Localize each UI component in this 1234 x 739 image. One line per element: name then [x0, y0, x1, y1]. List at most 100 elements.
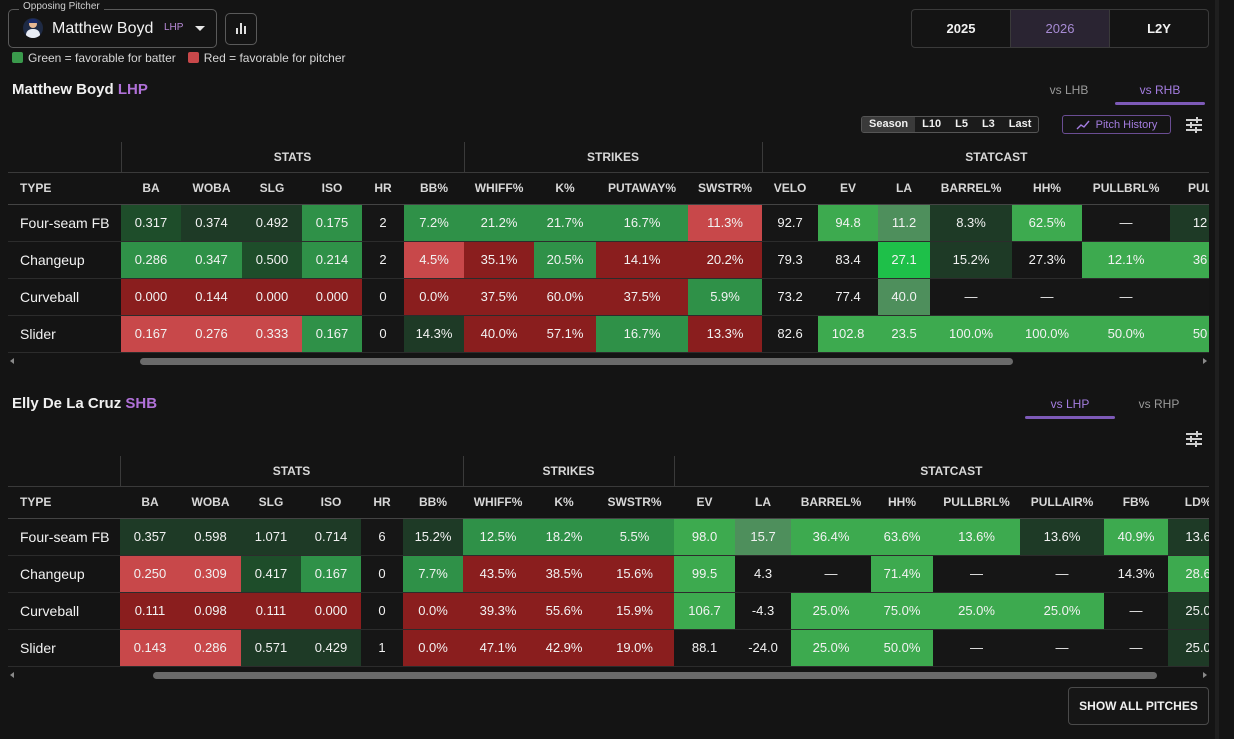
- column-header[interactable]: HR: [362, 172, 404, 205]
- scroll-left-icon[interactable]: [10, 358, 14, 364]
- stat-cell: 37.5%: [596, 278, 689, 316]
- range-l5[interactable]: L5: [955, 118, 968, 130]
- stat-cell: 0.167: [302, 315, 362, 353]
- tab-vs-lhp[interactable]: vs LHP: [1050, 397, 1090, 411]
- stat-cell: 75.0%: [871, 592, 934, 630]
- column-header[interactable]: EV: [818, 172, 879, 205]
- table-row: Four-seam FB 0.317 0.374 0.492 0.175 2 7.2% 21.…: [8, 204, 1209, 242]
- bar-chart-button[interactable]: [225, 13, 257, 45]
- column-header[interactable]: PULLBRL%: [1082, 172, 1171, 205]
- stat-cell: 14.3%: [404, 315, 465, 353]
- range-l3[interactable]: L3: [981, 118, 995, 130]
- red-swatch: [187, 52, 199, 63]
- column-header[interactable]: FB%: [1104, 486, 1169, 519]
- column-header[interactable]: BA: [121, 172, 181, 205]
- show-all-pitches-button[interactable]: SHOW ALL PITCHES: [1068, 687, 1209, 725]
- pitcher-table-container: STATS STRIKES STATCAST TYPE BA WOBA SLG ISO HR BB…: [8, 142, 1209, 354]
- column-header[interactable]: SLG: [242, 172, 302, 205]
- stat-cell: —: [930, 278, 1013, 316]
- table-row: Changeup 0.250 0.309 0.417 0.167 0 7.7% 43.5% 38…: [8, 555, 1209, 593]
- tab-vs-rhp[interactable]: vs RHP: [1138, 397, 1180, 411]
- scroll-right-icon[interactable]: [1203, 358, 1207, 364]
- column-header[interactable]: TYPE: [8, 486, 120, 519]
- stat-cell: 38.5%: [533, 555, 596, 593]
- column-header[interactable]: PULLBRL%: [933, 486, 1021, 519]
- stat-cell: 79.3: [762, 241, 819, 279]
- column-header[interactable]: TYPE: [8, 172, 121, 205]
- column-header[interactable]: HH%: [1012, 172, 1083, 205]
- scroll-thumb[interactable]: [153, 672, 1157, 679]
- page-scrollbar[interactable]: [1215, 0, 1219, 739]
- stat-cell: —: [1082, 278, 1171, 316]
- stat-cell: 20.2%: [688, 241, 763, 279]
- column-header[interactable]: BA: [120, 486, 180, 519]
- column-header[interactable]: LA: [735, 486, 792, 519]
- stat-cell: 0.111: [241, 592, 301, 630]
- stat-cell: 11.3%: [688, 204, 763, 242]
- year-2026[interactable]: 2026: [1011, 10, 1110, 47]
- stat-cell: 99.5: [674, 555, 736, 593]
- year-l2y[interactable]: L2Y: [1147, 21, 1171, 36]
- group-header-blank: [8, 456, 120, 487]
- filter-sliders-icon[interactable]: [1186, 117, 1202, 133]
- column-header[interactable]: HR: [361, 486, 403, 519]
- stat-cell: 0.714: [301, 518, 361, 556]
- stat-cell: 0.000: [302, 278, 362, 316]
- column-header[interactable]: BARREL%: [791, 486, 872, 519]
- column-header[interactable]: SWSTR%: [595, 486, 675, 519]
- column-header[interactable]: LA: [878, 172, 931, 205]
- column-header[interactable]: ISO: [302, 172, 362, 205]
- column-header[interactable]: BARREL%: [930, 172, 1013, 205]
- stat-cell: 1: [361, 629, 403, 667]
- bar-chart-icon: [236, 28, 238, 34]
- range-l10[interactable]: L10: [922, 118, 942, 130]
- scroll-left-icon[interactable]: [10, 672, 14, 678]
- filter-sliders-icon[interactable]: [1186, 431, 1202, 447]
- column-header[interactable]: PULLAIR%: [1020, 486, 1105, 519]
- scroll-thumb[interactable]: [140, 358, 1013, 365]
- column-header[interactable]: PUTAWAY%: [596, 172, 689, 205]
- column-header[interactable]: BB%: [404, 172, 465, 205]
- column-header[interactable]: PUL: [1170, 172, 1209, 205]
- stat-cell: —: [1104, 592, 1169, 630]
- stat-cell: 13.6%: [1020, 518, 1105, 556]
- stat-cell: 71.4%: [871, 555, 934, 593]
- column-header[interactable]: SLG: [241, 486, 301, 519]
- stat-cell: 0: [362, 278, 404, 316]
- stat-cell: 7.7%: [403, 555, 464, 593]
- column-header[interactable]: BB%: [403, 486, 464, 519]
- column-header[interactable]: WOBA: [180, 486, 241, 519]
- stat-cell: 0.144: [181, 278, 242, 316]
- tab-vs-lhb[interactable]: vs LHB: [1049, 83, 1089, 97]
- batter-section-title: Elly De La Cruz SHB: [12, 395, 158, 412]
- column-header[interactable]: SWSTR%: [688, 172, 763, 205]
- column-header[interactable]: LD%: [1168, 486, 1209, 519]
- color-legend: Green = favorable for batter Red = favor…: [12, 51, 346, 65]
- column-header[interactable]: ISO: [301, 486, 361, 519]
- stat-cell: 14.1%: [596, 241, 689, 279]
- scroll-right-icon[interactable]: [1203, 672, 1207, 678]
- opposing-pitcher-select[interactable]: Opposing Pitcher Matthew Boyd LHP: [8, 1, 217, 48]
- batter-table-scrollbar[interactable]: [8, 670, 1209, 680]
- column-header[interactable]: K%: [533, 486, 596, 519]
- group-header-blank: [8, 142, 121, 173]
- range-season[interactable]: Season: [862, 117, 916, 132]
- column-header[interactable]: WHIFF%: [464, 172, 535, 205]
- column-header[interactable]: EV: [674, 486, 736, 519]
- tab-vs-rhb[interactable]: vs RHB: [1139, 83, 1181, 97]
- year-toggle: 2025 2026 L2Y: [911, 9, 1209, 48]
- year-2025[interactable]: 2025: [912, 10, 1011, 47]
- column-header[interactable]: WOBA: [181, 172, 242, 205]
- column-header[interactable]: WHIFF%: [463, 486, 534, 519]
- range-last[interactable]: Last: [1008, 118, 1032, 130]
- stat-cell: 82.6: [762, 315, 819, 353]
- stat-cell: 98.0: [674, 518, 736, 556]
- stat-cell: 102.8: [818, 315, 879, 353]
- stat-cell: 0.167: [301, 555, 361, 593]
- column-header[interactable]: VELO: [762, 172, 819, 205]
- pitch-history-button[interactable]: Pitch History: [1062, 115, 1171, 134]
- stat-cell: 11.2: [878, 204, 931, 242]
- column-header[interactable]: HH%: [871, 486, 934, 519]
- pitcher-table-scrollbar[interactable]: [8, 356, 1209, 366]
- column-header[interactable]: K%: [534, 172, 597, 205]
